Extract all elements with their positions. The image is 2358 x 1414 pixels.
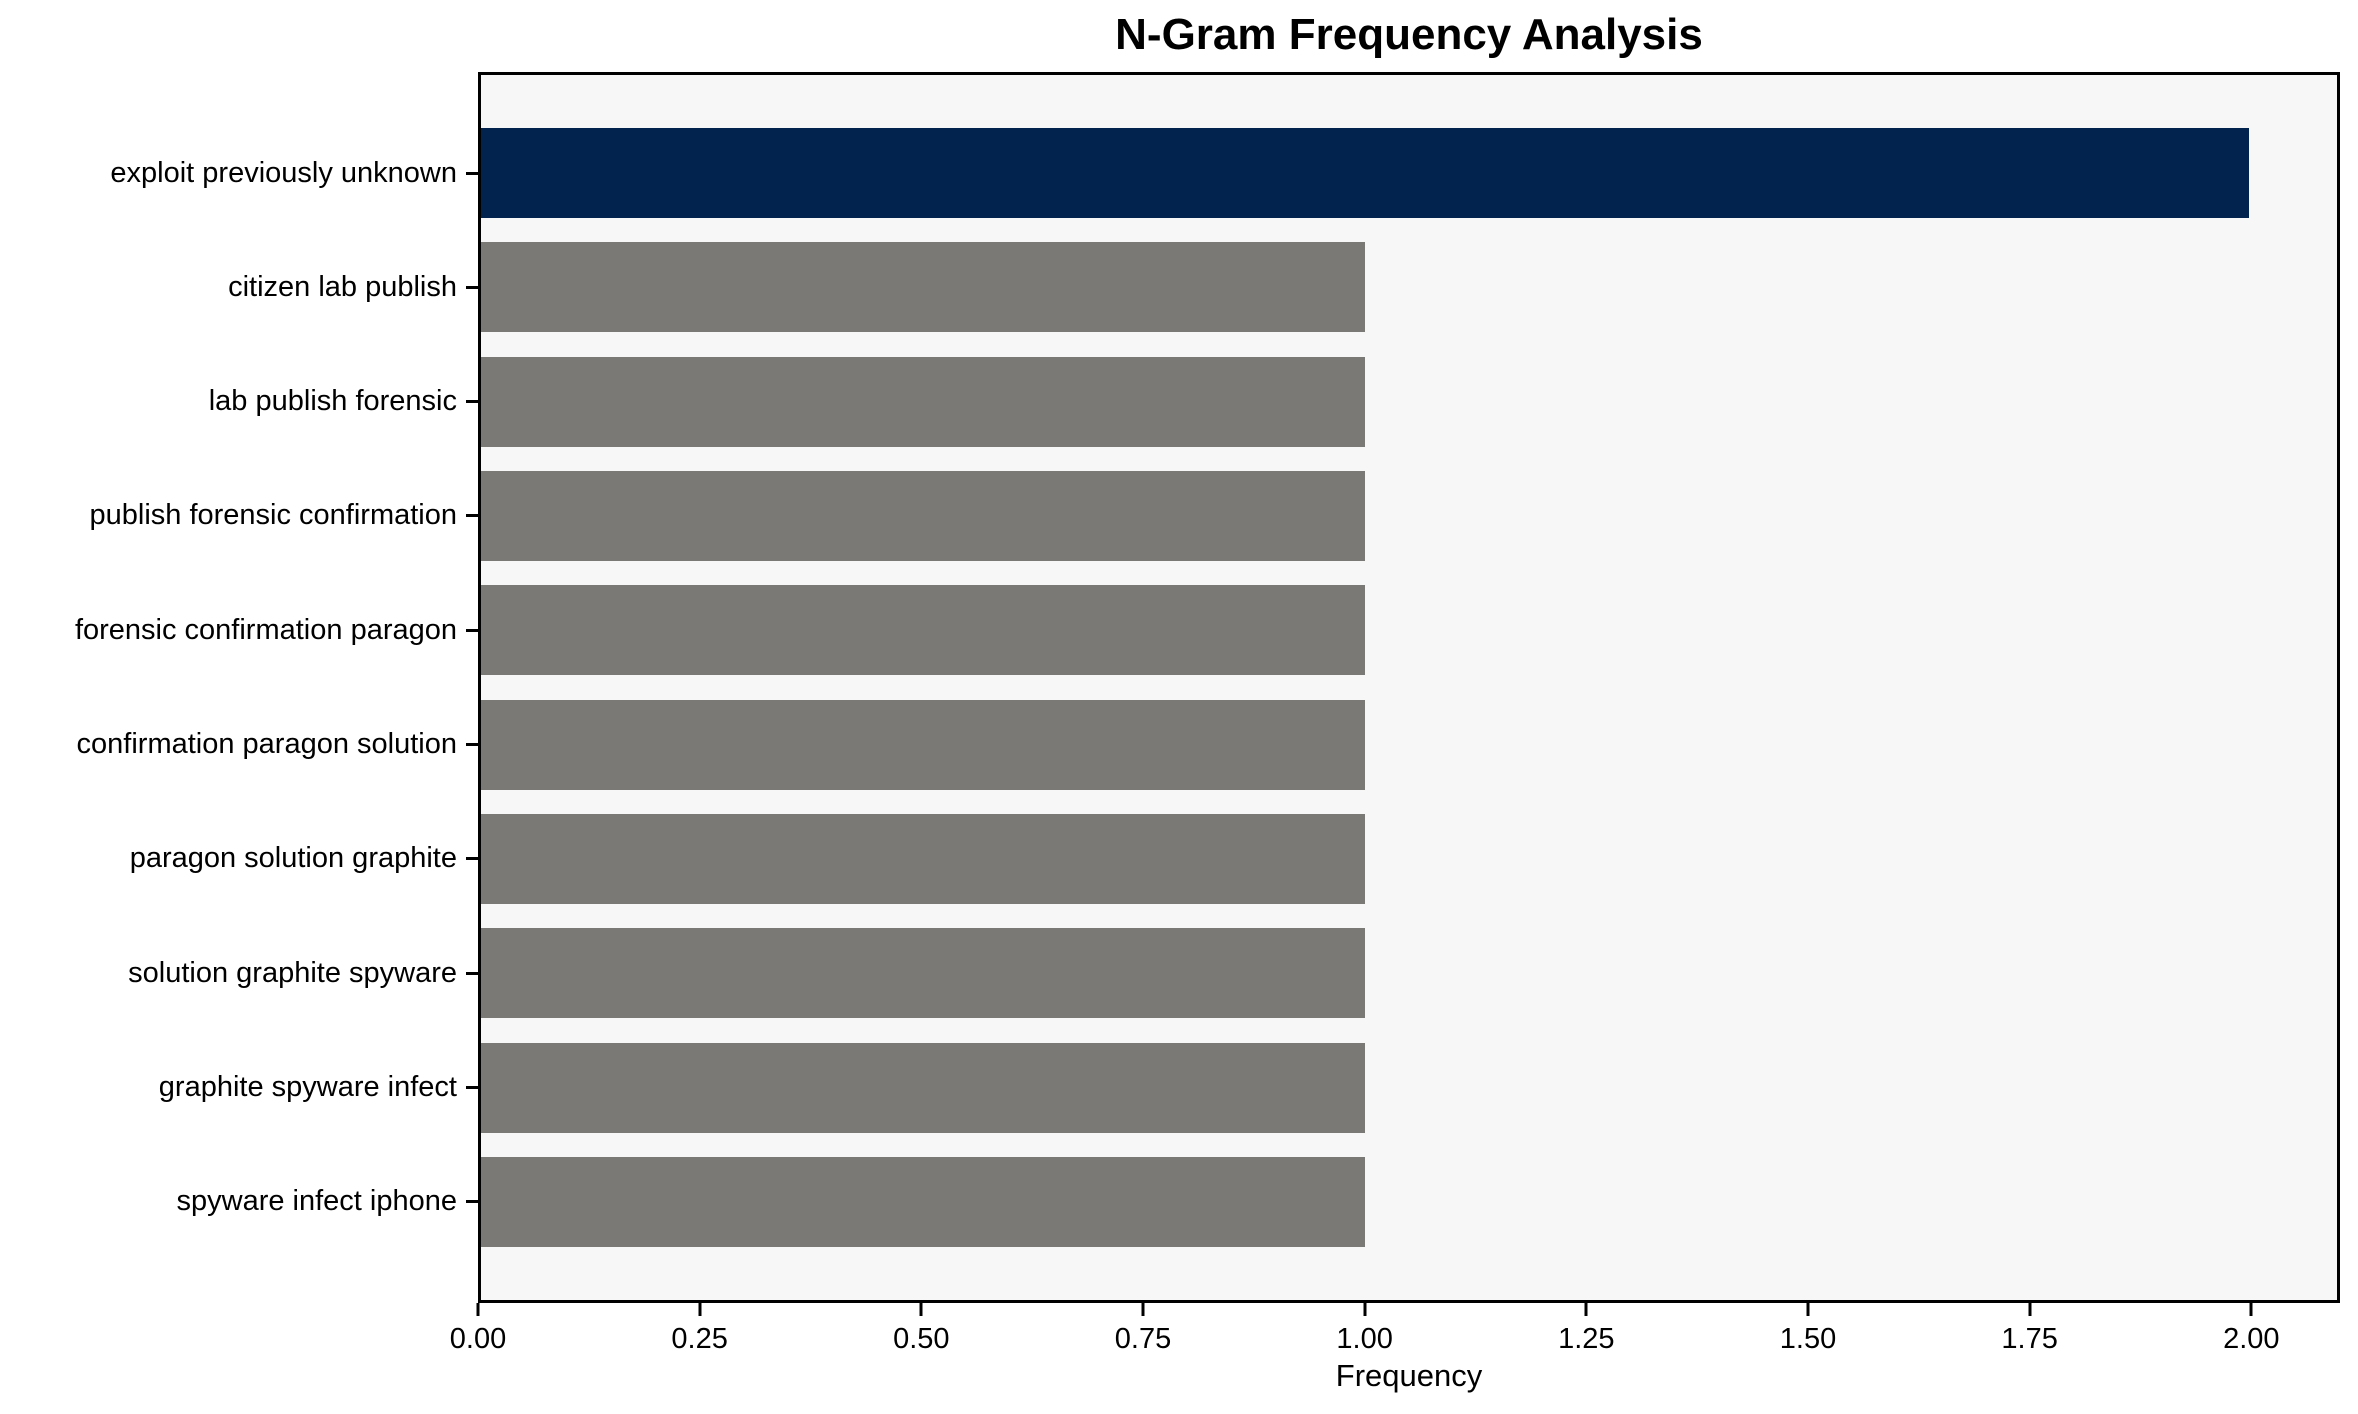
bar: [481, 470, 1365, 561]
y-tick-label: confirmation paragon solution: [76, 728, 457, 761]
y-tick-mark: [466, 971, 478, 975]
y-label-row: solution graphite spyware: [0, 928, 478, 1018]
bar: [481, 1156, 1365, 1247]
y-label-row: graphite spyware infect: [0, 1043, 478, 1133]
y-tick-label: lab publish forensic: [208, 385, 457, 418]
bar: [481, 1042, 1365, 1133]
y-tick-label: spyware infect iphone: [176, 1185, 458, 1218]
bar: [481, 356, 1365, 447]
y-tick-mark: [466, 285, 478, 289]
y-tick-label: paragon solution graphite: [129, 842, 457, 875]
bar: [481, 585, 1365, 676]
bar: [481, 928, 1365, 1019]
y-label-row: confirmation paragon solution: [0, 700, 478, 790]
bar: [481, 699, 1365, 790]
y-tick-mark: [466, 514, 478, 518]
bars-container: [481, 75, 2337, 1300]
y-tick-mark: [466, 628, 478, 632]
y-label-row: lab publish forensic: [0, 357, 478, 447]
x-tick-label: 0.25: [671, 1323, 728, 1355]
y-tick-label: citizen lab publish: [228, 270, 457, 303]
x-tick-mark: [1584, 1303, 1588, 1316]
y-tick-mark: [466, 857, 478, 861]
x-axis-title: Frequency: [1335, 1358, 1483, 1393]
y-label-row: citizen lab publish: [0, 242, 478, 332]
y-tick-mark: [466, 743, 478, 747]
x-axis: 0.00 0.25 0.50 0.75 1.00 1.25 1.50 1.75 2.00: [450, 1303, 2340, 1373]
y-tick-mark: [466, 1086, 478, 1090]
chart-title: N-Gram Frequency Analysis: [1115, 10, 1703, 59]
x-tick-label: 0.75: [1114, 1323, 1172, 1355]
x-tick-mark: [476, 1303, 480, 1316]
x-tick-label: 1.75: [2001, 1323, 2058, 1355]
x-tick-mark: [698, 1303, 702, 1316]
x-tick-label: 2.00: [2223, 1323, 2280, 1355]
y-tick-label: graphite spyware infect: [158, 1071, 457, 1104]
y-tick-mark: [466, 171, 478, 175]
y-axis-labels: exploit previously unknown citizen lab pu…: [0, 72, 478, 1303]
x-tick-label: 1.25: [1558, 1323, 1615, 1355]
bar: [481, 128, 2249, 218]
y-tick-mark: [466, 400, 478, 404]
x-tick-label: 0.50: [893, 1323, 950, 1355]
y-label-row: publish forensic confirmation: [0, 471, 478, 561]
x-tick-mark: [1141, 1303, 1145, 1316]
y-tick-label: forensic confirmation paragon: [74, 613, 457, 646]
x-tick-mark: [2249, 1303, 2253, 1316]
y-label-row: spyware infect iphone: [0, 1157, 478, 1247]
x-tick-mark: [919, 1303, 923, 1316]
y-tick-mark: [466, 1200, 478, 1204]
x-tick-mark: [1806, 1303, 1810, 1316]
x-tick-label: 1.50: [1779, 1323, 1837, 1355]
bar: [481, 813, 1365, 904]
plot-area: [478, 72, 2340, 1303]
bar: [481, 242, 1365, 333]
y-label-row: paragon solution graphite: [0, 814, 478, 904]
y-tick-label: solution graphite spyware: [128, 956, 457, 989]
x-tick-label: 1.00: [1336, 1323, 1393, 1355]
x-tick-label: 0.00: [449, 1323, 507, 1355]
y-tick-label: exploit previously unknown: [110, 156, 457, 189]
y-label-row: forensic confirmation paragon: [0, 585, 478, 675]
y-label-row: exploit previously unknown: [0, 128, 478, 218]
y-tick-label: publish forensic confirmation: [89, 499, 457, 532]
x-tick-mark: [1363, 1303, 1367, 1316]
x-tick-mark: [2028, 1303, 2032, 1316]
